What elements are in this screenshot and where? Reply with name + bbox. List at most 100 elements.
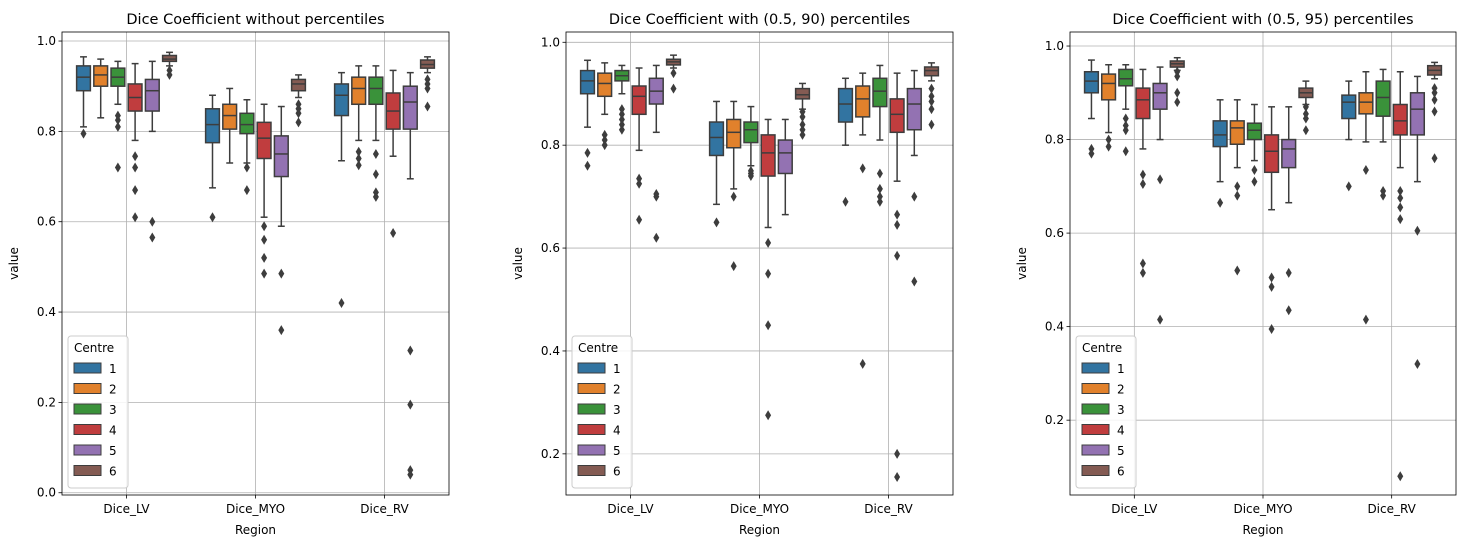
legend-label: 4 [109,424,117,438]
y-tick-label: 0.6 [37,215,56,229]
outlier-point [928,119,935,130]
outlier-point [765,320,772,331]
box-body [597,72,613,98]
box-Dice_RV-centre-1 [333,71,350,309]
outlier-point [765,237,772,248]
outlier-point [1397,193,1404,204]
outlier-point [1268,281,1275,292]
outlier-point [584,160,591,171]
outlier-point [1157,314,1164,325]
outlier-point [928,104,935,115]
box-body [855,85,871,118]
outlier-point [928,96,935,107]
outlier-point [355,153,362,164]
outlier-point [1285,305,1292,316]
y-tick-label: 1.0 [1045,39,1064,53]
y-axis-label: value [1015,247,1029,280]
legend: Centre 1 2 3 4 5 6 [1075,335,1137,489]
outlier-point [243,185,250,196]
outlier-point [1414,225,1421,236]
outlier-point [1105,134,1112,145]
box-body [1392,103,1408,136]
legend-label: 6 [109,465,117,479]
plot-frame [565,31,954,496]
legend-label: 2 [1117,383,1125,397]
box-body [1135,87,1151,120]
legend-label: 1 [613,362,621,376]
outlier-point [1157,174,1164,185]
box-Dice_RV-centre-4 [1392,71,1408,482]
outlier-point [730,261,737,272]
outlier-point [1139,178,1146,189]
outlier-point [1431,87,1438,98]
box-Dice_LV-centre-3 [110,60,126,173]
box-body [794,87,811,100]
outlier-point [1285,267,1292,278]
box-Dice_MYO-centre-1 [1212,99,1228,208]
box-body [239,112,255,135]
y-tick-label: 0.6 [541,241,560,255]
y-tick-label: 0.6 [1045,226,1064,240]
chart-panel-3: 0.2 0.4 0.6 0.8 1.0 Dice_LV Dice_MYO Dice_RV Dic… [1015,12,1457,537]
outlier-point [149,232,156,243]
box-Dice_MYO-centre-2 [222,87,238,164]
outlier-point [278,325,285,336]
outlier-point [1105,141,1112,152]
x-tick-label: Dice_MYO [730,502,789,516]
y-axis-label: value [7,247,21,280]
box-Dice_LV-centre-1 [579,59,596,171]
box-Dice_MYO-centre-5 [1281,106,1297,316]
outlier-point [1302,101,1309,112]
legend-label: 3 [109,403,117,417]
outlier-point [1251,176,1258,187]
box-body [1100,73,1117,101]
legend-swatch-centre-5 [73,444,102,456]
outlier-point [859,163,866,174]
outlier-point [80,128,87,139]
legend-label: 6 [1117,465,1125,479]
legend-swatch-centre-3 [73,403,102,415]
plot-frame [61,31,450,496]
outlier-point [1139,169,1146,180]
outlier-point [114,162,121,173]
outlier-point [894,471,901,482]
outlier-point [295,117,302,128]
outlier-point [261,268,268,279]
x-tick-label: Dice_MYO [226,502,285,516]
legend-label: 6 [613,465,621,479]
outlier-point [1431,94,1438,105]
outlier-point [1088,148,1095,159]
outlier-point [1251,164,1258,175]
outlier-point [1268,323,1275,334]
outlier-point [636,178,643,189]
y-tick-label: 0.2 [1045,413,1064,427]
outlier-point [601,129,608,140]
legend-swatch-centre-5 [1081,444,1110,456]
outlier-point [876,168,883,179]
box-Dice_MYO-centre-3 [743,105,759,182]
box-Dice_LV-centre-5 [1152,66,1168,325]
outlier-point [1174,71,1181,82]
outlier-point [670,68,677,79]
box-Dice_LV-centre-2 [597,62,613,151]
box-body [1152,82,1168,110]
outlier-point [424,101,431,112]
legend-swatch-centre-3 [577,403,606,415]
outlier-point [424,83,431,94]
outlier-point [799,106,806,117]
chart-panel-1: 0.0 0.2 0.4 0.6 0.8 1.0 Dice_LV Dice_MYO Dice_RV… [7,12,450,537]
box-body [1246,122,1263,141]
box-body [93,65,109,87]
outlier-point [911,191,918,202]
box-Dice_RV-centre-6 [1426,61,1443,164]
outlier-point [1139,267,1146,278]
y-tick-label: 0.8 [1045,133,1064,147]
outlier-point [618,124,625,135]
legend-label: 1 [1117,362,1125,376]
box-body [368,76,384,106]
legend-label: 5 [613,444,621,458]
outlier-point [407,469,414,480]
outlier-point [166,69,173,80]
outlier-point [730,191,737,202]
x-tick-label: Dice_RV [1367,502,1416,516]
